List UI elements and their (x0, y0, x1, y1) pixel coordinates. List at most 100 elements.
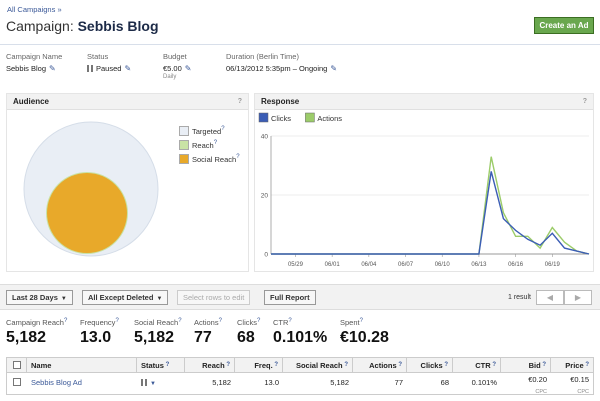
response-panel: Response? Clicks Actions 0 20 40 05/29 06/01 06… (254, 93, 594, 272)
col-freq[interactable]: Freq. ? (235, 358, 283, 372)
help-icon[interactable]: ? (178, 318, 182, 324)
x-tick-label: 06/04 (361, 262, 377, 268)
stat-label: Frequency (80, 318, 116, 327)
swatch (179, 154, 189, 164)
meta-label: Duration (Berlin Time) (226, 52, 299, 61)
row-reach: 5,182 (212, 378, 231, 387)
prev-page-button[interactable]: ◀ (536, 290, 564, 305)
row-clicks: 68 (440, 378, 449, 387)
help-icon[interactable]: ? (257, 318, 261, 324)
create-ad-button[interactable]: Create an Ad (534, 17, 594, 34)
help-icon[interactable]: ? (218, 318, 222, 324)
budget-period: Daily (163, 74, 177, 80)
divider (0, 44, 600, 45)
stat-label: Social Reach (134, 318, 179, 327)
help-icon[interactable]: ? (221, 126, 225, 132)
col-name[interactable]: Name (27, 358, 137, 372)
help-icon[interactable]: ? (288, 318, 292, 324)
breadcrumb[interactable]: All Campaigns » (7, 5, 62, 14)
breadcrumb-link[interactable]: All Campaigns (7, 5, 56, 14)
stat-label: Clicks (237, 318, 257, 327)
col-status[interactable]: Status ? (137, 358, 185, 372)
select-all-cell (7, 358, 27, 372)
y-tick-label: 40 (261, 134, 269, 141)
x-tick-label: 06/07 (398, 262, 414, 268)
x-tick-label: 05/29 (288, 262, 304, 268)
help-icon[interactable]: ? (342, 362, 348, 368)
select-rows-button[interactable]: Select rows to edit (177, 290, 251, 305)
help-icon[interactable]: ? (540, 362, 546, 368)
col-label: Freq. (254, 361, 273, 370)
stat-label: CTR (273, 318, 289, 327)
y-tick-label: 20 (261, 193, 269, 200)
caret-down-icon: ▼ (150, 381, 156, 387)
row-bid[interactable]: €0.20 CPC (501, 373, 551, 395)
full-report-button[interactable]: Full Report (264, 290, 316, 305)
stat-value: 0.101% (273, 329, 328, 346)
stat-value: 13.0 (80, 329, 112, 346)
stat-campaign-reach: Campaign Reach? 5,182 (6, 318, 67, 347)
pencil-icon[interactable]: ✎ (330, 64, 338, 73)
table-row: Sebbis Blog Ad ▼ 5,182 13.0 5,182 77 68 … (6, 373, 594, 395)
help-icon[interactable]: ? (442, 362, 448, 368)
bid-type: CPC (535, 389, 547, 395)
response-chart: Clicks Actions 0 20 40 05/29 06/01 06/04 06/07 06… (258, 112, 590, 268)
legend-label-clicks: Clicks (271, 114, 291, 123)
stat-ctr: CTR? 0.101% (273, 318, 327, 347)
pencil-icon[interactable]: ✎ (124, 64, 132, 73)
help-icon[interactable]: ? (115, 318, 119, 324)
pencil-icon[interactable]: ✎ (49, 64, 56, 73)
help-icon[interactable]: ? (359, 318, 363, 324)
help-icon[interactable]: ? (236, 154, 240, 160)
help-icon[interactable]: ? (237, 98, 242, 105)
ad-name-link[interactable]: Sebbis Blog Ad (31, 378, 82, 387)
stat-label: Campaign Reach (6, 318, 64, 327)
legend-label: Reach (192, 141, 214, 150)
help-icon[interactable]: ? (224, 362, 230, 368)
meta-label: Budget (163, 52, 187, 61)
select-all-checkbox[interactable] (12, 361, 21, 369)
swatch (179, 140, 189, 150)
duration-value: 06/13/2012 5:35pm – Ongoing (226, 64, 328, 73)
col-social-reach[interactable]: Social Reach ? (283, 358, 353, 372)
y-tick-label: 0 (264, 252, 268, 259)
help-icon[interactable]: ? (490, 362, 496, 368)
col-reach[interactable]: Reach ? (185, 358, 235, 372)
pencil-icon[interactable]: ✎ (184, 64, 192, 73)
meta-campaign-name: Campaign Name Sebbis Blog ✎ (6, 52, 62, 73)
audience-title: Audience (13, 97, 50, 106)
col-bid[interactable]: Bid ? (501, 358, 551, 372)
toolbar: Last 28 Days ▼ All Except Deleted ▼ Select… (0, 284, 600, 310)
legend-label: Social Reach (192, 155, 237, 164)
title-prefix: Campaign: (6, 18, 74, 34)
help-icon[interactable]: ? (396, 362, 402, 368)
x-tick-label: 06/19 (545, 262, 561, 268)
help-icon[interactable]: ? (583, 362, 589, 368)
meta-label: Status (87, 52, 109, 61)
help-icon[interactable]: ? (582, 98, 587, 105)
help-icon[interactable]: ? (272, 362, 278, 368)
help-icon[interactable]: ? (63, 318, 68, 324)
legend-targeted: Targeted? (179, 126, 225, 136)
filter-dropdown[interactable]: All Except Deleted ▼ (82, 290, 169, 305)
help-icon[interactable]: ? (213, 140, 218, 146)
legend-swatch-clicks (258, 112, 269, 123)
meta-duration: Duration (Berlin Time) 06/13/2012 5:35pm… (226, 52, 337, 73)
row-checkbox[interactable] (13, 378, 21, 386)
row-status[interactable]: ▼ (137, 373, 185, 394)
help-icon[interactable]: ? (163, 362, 170, 368)
stat-label: Actions (194, 318, 219, 327)
breadcrumb-separator: » (57, 5, 62, 14)
audience-panel: Audience? Targeted? Reach? Social Reach? (6, 93, 249, 272)
x-tick-label: 06/13 (471, 262, 487, 268)
next-page-button[interactable]: ▶ (564, 290, 592, 305)
stat-frequency: Frequency? 13.0 (80, 318, 119, 347)
col-label: Social Reach (295, 361, 343, 370)
col-actions[interactable]: Actions ? (353, 358, 407, 372)
date-range-dropdown[interactable]: Last 28 Days ▼ (6, 290, 73, 305)
col-price[interactable]: Price ? (551, 358, 593, 372)
price-type: CPC (577, 389, 589, 395)
row-ctr: 0.101% (471, 378, 497, 387)
col-ctr[interactable]: CTR ? (453, 358, 501, 372)
col-clicks[interactable]: Clicks ? (407, 358, 453, 372)
